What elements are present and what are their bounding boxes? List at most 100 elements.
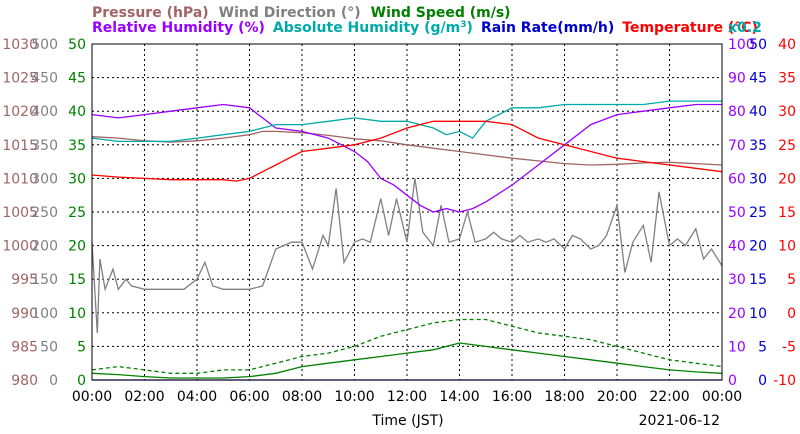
tick-label-rain-rate: 50 [749,37,767,53]
legend-entry: Relative Humidity (%) [92,20,265,36]
tick-label-rain-rate: 0 [758,373,767,389]
tick-label-rain-rate: 40 [749,104,767,120]
tick-label-rain-rate: 30 [749,171,767,187]
tick-label-wind-speed: 15 [68,272,86,288]
abs-humidity-scale-note: x0.2 [728,20,762,36]
tick-label-rain-rate: 25 [749,205,767,221]
tick-label-wind-speed: 40 [68,104,86,120]
tick-label-temperature: -5 [782,339,796,355]
tick-label-wind-speed: 20 [68,239,86,255]
tick-label-pressure: 1030 [2,37,38,53]
tick-label-wind-direction: 400 [31,104,58,120]
tick-label-wind-direction: 500 [31,37,58,53]
tick-label-x: 12:00 [387,389,427,405]
tick-label-pressure: 985 [11,339,38,355]
tick-label-x: 00:00 [72,389,112,405]
series-pressure-hpa [91,130,723,166]
tick-label-x: 04:00 [177,389,217,405]
tick-label-wind-direction: 50 [40,339,58,355]
tick-label-humidity: 10 [728,339,746,355]
legend-entry: ) [467,20,473,36]
legend-row: Relative Humidity (%) Absolute Humidity (… [92,20,758,36]
legend-entry: Temperature (°C) [622,20,758,36]
series-relative-humidity [91,103,722,213]
series-wind-speed-gust [91,318,723,374]
tick-label-x: 22:00 [649,389,689,405]
series-wind-direction [91,178,723,334]
tick-label-humidity: 40 [728,239,746,255]
tick-label-temperature: 35 [778,71,796,87]
tick-label-x: 06:00 [229,389,269,405]
tick-label-temperature: 25 [778,138,796,154]
tick-label-x: 20:00 [597,389,637,405]
tick-label-x: 18:00 [544,389,584,405]
tick-label-x: 00:00 [702,389,742,405]
tick-label-rain-rate: 10 [749,306,767,322]
tick-label-humidity: 30 [728,272,746,288]
tick-label-wind-speed: 50 [68,37,86,53]
legend-entry: 3 [460,20,466,30]
tick-label-wind-direction: 300 [31,171,58,187]
tick-label-humidity: 100 [728,37,755,53]
tick-label-pressure: 1005 [2,205,38,221]
tick-label-pressure: 1000 [2,239,38,255]
series-wind-speed-m-s [91,342,723,379]
tick-label-wind-speed: 35 [68,138,86,154]
tick-label-x: 08:00 [282,389,322,405]
x-axis-label: Time (JST) [371,413,443,429]
tick-label-rain-rate: 5 [758,339,767,355]
tick-label-pressure: 995 [11,272,38,288]
tick-label-rain-rate: 20 [749,239,767,255]
tick-label-temperature: 30 [778,104,796,120]
tick-label-temperature: 40 [778,37,796,53]
tick-label-rain-rate: 35 [749,138,767,154]
tick-label-wind-direction: 0 [49,373,58,389]
tick-label-wind-direction: 200 [31,239,58,255]
tick-label-humidity: 70 [728,138,746,154]
tick-label-wind-speed: 30 [68,171,86,187]
legend-entry: Pressure (hPa) [92,5,209,21]
tick-label-pressure: 1020 [2,104,38,120]
tick-label-humidity: 80 [728,104,746,120]
tick-label-x: 10:00 [334,389,374,405]
tick-label-rain-rate: 45 [749,71,767,87]
legend-entry: Wind Speed (m/s) [371,5,511,21]
tick-label-temperature: 5 [787,272,796,288]
tick-label-x: 16:00 [492,389,532,405]
date-label: 2021-06-12 [639,413,720,429]
tick-label-wind-speed: 10 [68,306,86,322]
tick-label-temperature: 20 [778,171,796,187]
series-temperature-c [91,120,723,182]
tick-label-x: 02:00 [124,389,164,405]
tick-label-temperature: 0 [787,306,796,322]
tick-label-wind-speed: 0 [77,373,86,389]
tick-label-temperature: 15 [778,205,796,221]
tick-label-wind-direction: 350 [31,138,58,154]
tick-label-temperature: 10 [778,239,796,255]
tick-label-humidity: 20 [728,306,746,322]
tick-label-wind-speed: 45 [68,71,86,87]
tick-label-wind-speed: 25 [68,205,86,221]
tick-label-pressure: 1010 [2,171,38,187]
tick-label-pressure: 1015 [2,138,38,154]
tick-label-wind-direction: 100 [31,306,58,322]
tick-label-humidity: 90 [728,71,746,87]
tick-label-rain-rate: 15 [749,272,767,288]
legend: Pressure (hPa) Wind Direction (°) Wind Spe… [92,5,758,36]
tick-label-x: 14:00 [439,389,479,405]
tick-label-temperature: -10 [773,373,796,389]
legend-entry: Wind Direction (°) [219,5,361,21]
tick-label-wind-speed: 5 [77,339,86,355]
tick-label-humidity: 50 [728,205,746,221]
tick-label-humidity: 60 [728,171,746,187]
legend-entry: Absolute Humidity (g/m [273,20,460,36]
axis-tick-labels: 9809859909951000100510101015102010251030… [2,37,796,405]
tick-label-pressure: 1025 [2,71,38,87]
tick-label-pressure: 980 [11,373,38,389]
tick-label-humidity: 0 [728,373,737,389]
tick-label-pressure: 990 [11,306,38,322]
plot-frame [91,43,723,381]
tick-label-wind-direction: 150 [31,272,58,288]
